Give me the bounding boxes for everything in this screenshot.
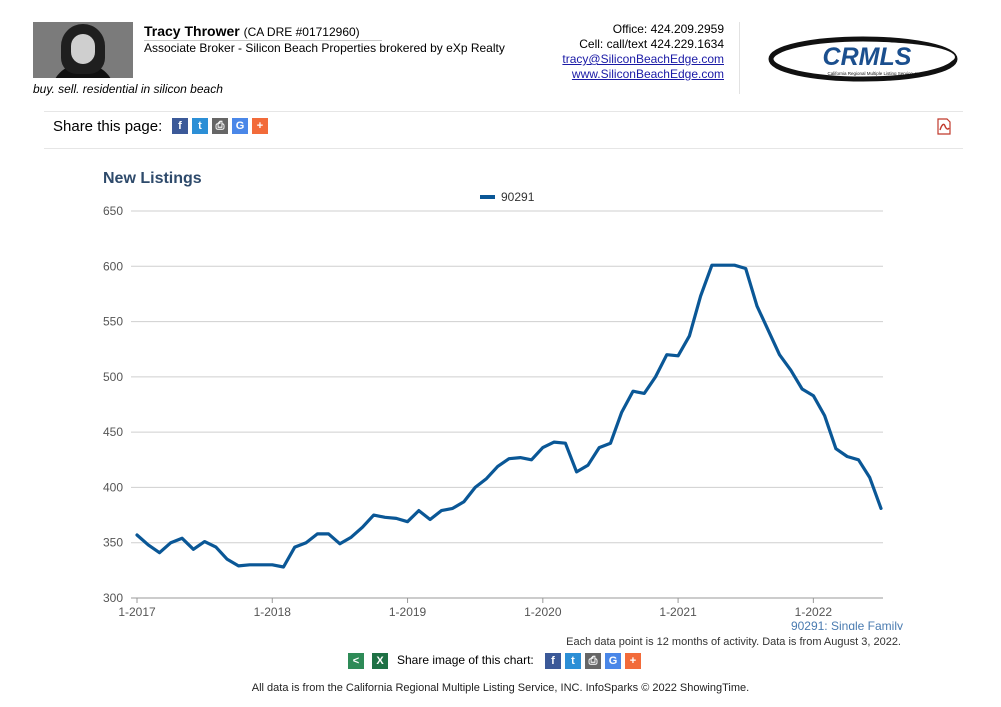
- agent-name: Tracy Thrower: [144, 23, 240, 39]
- y-tick-label: 350: [103, 536, 123, 550]
- legend-swatch: [480, 195, 495, 199]
- plus-icon[interactable]: +: [252, 118, 268, 134]
- google-icon[interactable]: G: [232, 118, 248, 134]
- y-tick-label: 400: [103, 480, 123, 494]
- facebook-icon[interactable]: f: [172, 118, 188, 134]
- agent-photo-face: [71, 34, 95, 64]
- header-divider: [739, 22, 740, 94]
- chart-footnote: Each data point is 12 months of activity…: [566, 636, 901, 648]
- cell-phone: Cell: call/text 424.229.1634: [579, 37, 724, 51]
- x-tick-label: 1-2017: [118, 605, 156, 619]
- agent-dre: (CA DRE #01712960): [243, 25, 360, 39]
- agent-title: Associate Broker - Silicon Beach Propert…: [144, 41, 505, 55]
- crmls-logo: CRMLS California Regional Multiple Listi…: [768, 36, 958, 82]
- email-link[interactable]: tracy@SiliconBeachEdge.com: [562, 52, 724, 66]
- chart-grid: [131, 210, 883, 599]
- agent-divider: [144, 40, 382, 41]
- website-link[interactable]: www.SiliconBeachEdge.com: [571, 67, 724, 81]
- x-tick-label: 1-2021: [659, 605, 697, 619]
- legend-label: 90291: [501, 190, 535, 204]
- excel-icon[interactable]: X: [372, 653, 388, 669]
- pdf-icon[interactable]: [936, 118, 952, 135]
- print-icon[interactable]: ⎙: [212, 118, 228, 134]
- office-phone: Office: 424.209.2959: [612, 22, 724, 36]
- agent-tagline: buy. sell. residential in silicon beach: [33, 82, 223, 96]
- y-tick-label: 600: [103, 259, 123, 273]
- share-image-bar: < X Share image of this chart: f t ⎙ G +: [348, 652, 668, 670]
- crmls-logo-subtext: California Regional Multiple Listing Ser…: [827, 71, 922, 76]
- series-note: 90291: Single Family: [791, 619, 903, 630]
- y-tick-label: 500: [103, 370, 123, 384]
- chart-title: New Listings: [103, 170, 202, 187]
- contact-block: Office: 424.209.2959 Cell: call/text 424…: [562, 22, 724, 82]
- y-tick-label: 300: [103, 591, 123, 605]
- share-page-label: Share this page:: [53, 118, 163, 135]
- crmls-logo-swoosh: [768, 36, 958, 82]
- share-image-label: Share image of this chart:: [397, 653, 534, 667]
- crmls-logo-text: CRMLS: [823, 43, 912, 71]
- plus-icon[interactable]: +: [625, 653, 641, 669]
- agent-photo: [33, 22, 133, 78]
- y-tick-label: 650: [103, 204, 123, 218]
- y-axis-labels: 300 350 400 450 500 550 600 650: [103, 204, 123, 605]
- x-tick-label: 1-2020: [524, 605, 562, 619]
- twitter-icon[interactable]: t: [192, 118, 208, 134]
- x-tick-label: 1-2019: [389, 605, 427, 619]
- twitter-icon[interactable]: t: [565, 653, 581, 669]
- facebook-icon[interactable]: f: [545, 653, 561, 669]
- header: Tracy Thrower (CA DRE #01712960) Associa…: [0, 0, 1001, 112]
- y-tick-label: 450: [103, 425, 123, 439]
- x-axis: 1-2017 1-2018 1-2019 1-2020 1-2021 1-2022: [118, 598, 832, 619]
- x-tick-label: 1-2018: [254, 605, 292, 619]
- share-page-bar: Share this page: f t ⎙ G +: [44, 111, 963, 149]
- series-line-90291: [135, 263, 883, 569]
- new-listings-chart: New Listings 90291 300 350 400 450 500 550 600…: [103, 170, 903, 630]
- google-icon[interactable]: G: [605, 653, 621, 669]
- footer-text: All data is from the California Regional…: [251, 682, 750, 694]
- x-tick-label: 1-2022: [795, 605, 833, 619]
- chart-legend: 90291: [480, 190, 535, 204]
- crmls-logo-inner: [787, 42, 955, 72]
- print-icon[interactable]: ⎙: [585, 653, 601, 669]
- agent-name-line: Tracy Thrower (CA DRE #01712960): [144, 23, 360, 39]
- y-tick-label: 550: [103, 315, 123, 329]
- share-icon[interactable]: <: [348, 653, 364, 669]
